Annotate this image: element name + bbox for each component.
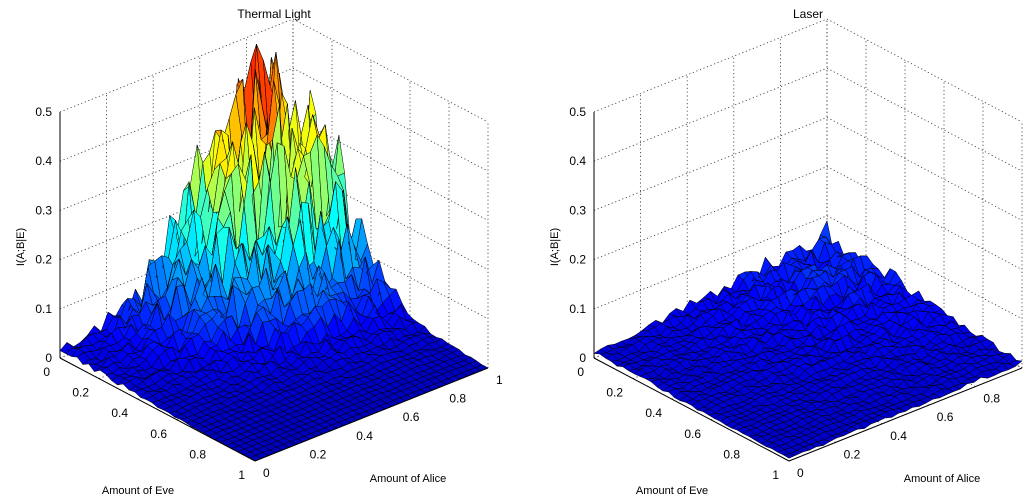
eve-tick-label: 0 bbox=[577, 365, 584, 379]
eve-tick-label: 1 bbox=[238, 468, 245, 482]
alice-tick-label: 0.4 bbox=[356, 429, 373, 443]
z-tick-label: 0.5 bbox=[35, 105, 52, 119]
z-tick-label: 0.1 bbox=[569, 302, 586, 316]
z-tick-label: 0.2 bbox=[35, 253, 52, 267]
alice-tick-label: 1 bbox=[496, 373, 503, 387]
alice-tick-label: 0.8 bbox=[449, 392, 466, 406]
alice-tick-label: 0.8 bbox=[983, 392, 1000, 406]
chart-panel-2: 0 0.1 0.2 0.3 0.4 0.5 0 0.2 0.4 0.6 0.8 1 0 0.2 0.4 0.6… bbox=[549, 7, 1023, 497]
chart-panel-1: 0 0.1 0.2 0.3 0.4 0.5 0 0.2 0.4 0.6 0.8 1 0 0.2 0.4 0.6… bbox=[15, 7, 503, 497]
eve-tick-label: 0.8 bbox=[723, 447, 740, 461]
eve-tick-label: 0.6 bbox=[150, 427, 167, 441]
z-tick-label: 0.1 bbox=[35, 302, 52, 316]
y-axis-label: Amount of Alice bbox=[370, 473, 446, 485]
eve-tick-label: 0 bbox=[43, 365, 50, 379]
z-tick-label: 0 bbox=[45, 351, 52, 365]
alice-tick-label: 0.6 bbox=[403, 410, 420, 424]
eve-tick-label: 0.4 bbox=[645, 406, 662, 420]
alice-tick-label: 0.2 bbox=[844, 447, 861, 461]
alice-tick-label: 0 bbox=[797, 466, 804, 480]
chart-title: Laser bbox=[793, 7, 823, 21]
alice-tick-label: 0.4 bbox=[890, 429, 907, 443]
alice-tick-label: 0.6 bbox=[937, 410, 954, 424]
z-tick-label: 0.3 bbox=[569, 203, 586, 217]
x-axis-label: Amount of Eve bbox=[636, 485, 708, 497]
axes bbox=[59, 357, 489, 462]
x-axis-label: Amount of Eve bbox=[102, 485, 174, 497]
surface bbox=[59, 43, 489, 462]
z-tick-label: 0 bbox=[579, 351, 586, 365]
z-axis-label: I(A;B|E) bbox=[15, 228, 27, 266]
z-axis-label: I(A;B|E) bbox=[549, 228, 561, 266]
alice-tick-label: 0 bbox=[263, 466, 270, 480]
eve-tick-label: 0.4 bbox=[111, 406, 128, 420]
surface bbox=[593, 220, 1023, 459]
eve-tick-label: 0.6 bbox=[684, 427, 701, 441]
eve-tick-label: 0.2 bbox=[72, 386, 89, 400]
z-tick-label: 0.3 bbox=[35, 203, 52, 217]
z-tick-label: 0.5 bbox=[569, 105, 586, 119]
eve-tick-label: 1 bbox=[772, 468, 779, 482]
eve-tick-label: 0.2 bbox=[606, 386, 623, 400]
z-tick-label: 0.4 bbox=[569, 154, 586, 168]
surface-facet bbox=[1009, 360, 1023, 367]
y-axis-label: Amount of Alice bbox=[904, 473, 980, 485]
z-tick-label: 0.2 bbox=[569, 253, 586, 267]
z-tick-label: 0.4 bbox=[35, 154, 52, 168]
axes bbox=[593, 357, 1023, 462]
eve-tick-label: 0.8 bbox=[189, 447, 206, 461]
chart-title: Thermal Light bbox=[237, 7, 311, 21]
alice-tick-label: 0.2 bbox=[310, 447, 327, 461]
